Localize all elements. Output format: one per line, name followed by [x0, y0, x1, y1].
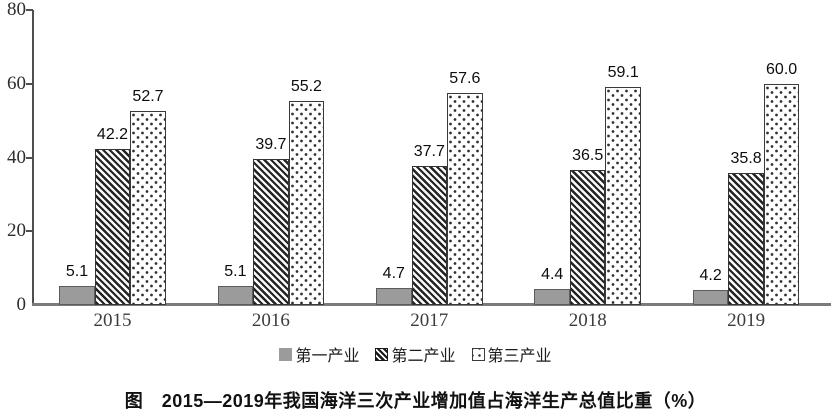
y-axis-tick-label: 80	[7, 0, 26, 20]
bar-value-label: 55.2	[290, 78, 322, 96]
legend-swatch-dotted-icon	[471, 347, 485, 361]
bar-第三产业-2019	[763, 83, 800, 305]
legend-label: 第二产业	[391, 348, 456, 365]
bar-第三产业-2015	[130, 110, 166, 305]
bar-value-label: 5.1	[224, 263, 247, 281]
bar-第三产业-2016	[288, 101, 325, 305]
y-axis-line	[32, 10, 34, 305]
bar-value-label: 37.7	[413, 142, 445, 160]
bar-value-label: 4.4	[541, 265, 564, 283]
bar-第一产业-2015	[59, 286, 95, 305]
y-axis-tick-label: 60	[7, 72, 26, 94]
bar-value-label: 4.2	[699, 266, 722, 284]
bar-第一产业-2016	[217, 286, 254, 305]
bar-第三产业-2017	[447, 92, 483, 305]
legend-item-secondary-industry: 第二产业	[375, 342, 456, 366]
bar-第一产业-2019	[692, 289, 729, 305]
bar-value-label: 35.8	[730, 149, 762, 167]
y-axis-tick	[26, 9, 33, 11]
bar-value-label: 57.6	[449, 69, 481, 87]
bar-value-label: 39.7	[255, 135, 287, 153]
bar-第一产业-2017	[376, 287, 412, 305]
y-axis-tick	[26, 82, 33, 85]
bar-value-label: 52.7	[132, 87, 164, 105]
chart-caption: 图 2015—2019年我国海洋三次产业增加值占海洋生产总值比重（%）	[124, 391, 707, 411]
y-axis-tick	[26, 230, 33, 233]
x-axis-category-label: 2017	[410, 310, 449, 331]
bar-第二产业-2019	[728, 172, 764, 305]
bar-第二产业-2016	[253, 158, 289, 305]
y-axis-tick-label: 40	[7, 146, 26, 168]
legend-item-tertiary-industry: 第三产业	[471, 342, 552, 366]
x-axis-category-label: 2016	[251, 310, 290, 331]
legend-label: 第三产业	[487, 348, 552, 365]
bar-第二产业-2017	[411, 165, 448, 305]
bar-第二产业-2015	[94, 149, 131, 305]
x-axis-category-label: 2019	[727, 310, 766, 331]
bar-value-label: 59.1	[607, 64, 639, 82]
y-axis-tick-label: 0	[16, 294, 27, 315]
legend-label: 第一产业	[295, 348, 360, 365]
bar-第二产业-2018	[569, 170, 606, 305]
y-axis-tick-label: 20	[7, 220, 26, 242]
legend-swatch-solid-icon	[279, 347, 293, 361]
legend-swatch-hatch-icon	[375, 347, 389, 361]
bar-value-label: 4.7	[382, 264, 405, 282]
x-axis-category-label: 2018	[568, 310, 607, 331]
bar-value-label: 36.5	[572, 147, 604, 165]
bar-value-label: 5.1	[65, 263, 89, 281]
bar-value-label: 60.0	[766, 60, 798, 78]
bar-第一产业-2018	[534, 288, 570, 305]
x-axis-category-label: 2015	[93, 310, 132, 331]
legend-item-primary-industry: 第一产业	[279, 342, 359, 366]
y-axis-tick	[26, 156, 33, 159]
chart-legend: 第一产业 第二产业 第三产业	[0, 342, 831, 366]
bar-第三产业-2018	[605, 87, 641, 305]
bar-value-label: 42.2	[96, 126, 129, 144]
